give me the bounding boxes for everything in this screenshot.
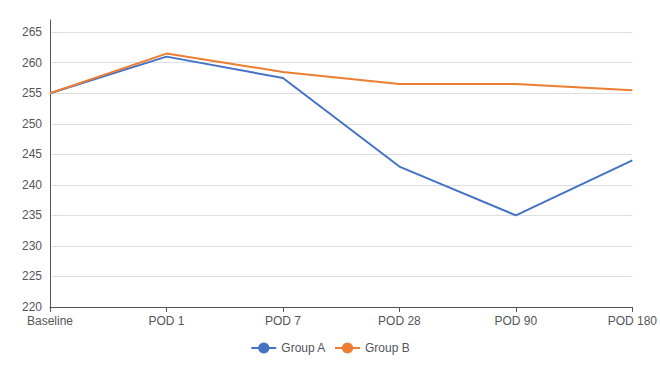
svg-text:POD 7: POD 7 [265,314,301,328]
svg-text:POD 90: POD 90 [495,314,538,328]
svg-text:225: 225 [22,269,42,283]
svg-text:POD 1: POD 1 [148,314,184,328]
svg-text:Group A: Group A [281,341,325,355]
svg-text:235: 235 [22,208,42,222]
svg-text:250: 250 [22,117,42,131]
svg-text:245: 245 [22,147,42,161]
svg-text:265: 265 [22,25,42,39]
svg-text:230: 230 [22,239,42,253]
svg-text:Group B: Group B [365,341,410,355]
svg-text:220: 220 [22,300,42,314]
svg-text:255: 255 [22,86,42,100]
svg-text:240: 240 [22,178,42,192]
svg-text:260: 260 [22,56,42,70]
svg-text:POD 28: POD 28 [378,314,421,328]
svg-text:Baseline: Baseline [27,314,73,328]
svg-text:POD 180: POD 180 [608,314,658,328]
